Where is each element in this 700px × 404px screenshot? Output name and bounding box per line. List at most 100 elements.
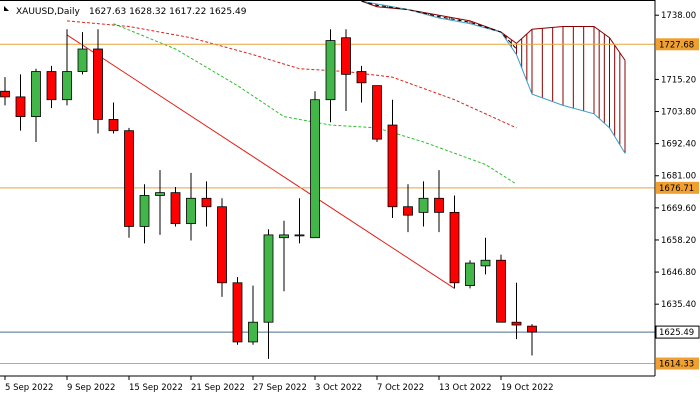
price-labels: 1727.68 1676.71 1614.33 1625.49: [655, 38, 700, 370]
candle-body: [263, 234, 274, 323]
time-axis-background: [0, 376, 700, 400]
candle: [418, 181, 429, 227]
candle-body: [480, 259, 491, 267]
candle-body: [341, 37, 351, 75]
candle-body: [155, 192, 165, 196]
candle: [124, 127, 134, 238]
candle-body: [310, 99, 320, 239]
header-arrow-icon: [4, 6, 9, 11]
y-tick-label: 1715.20: [661, 75, 696, 85]
trendline[interactable]: [66, 34, 455, 289]
time-axis: 5 Sep 2022 9 Sep 2022 15 Sep 2022 21 Sep 20…: [4, 376, 554, 393]
candle: [217, 198, 227, 297]
candle: [372, 85, 382, 142]
level-price-label: 1727.68: [659, 40, 694, 50]
x-tick-label: 19 Oct 2022: [501, 383, 554, 393]
candle: [263, 229, 274, 359]
candle-body: [372, 85, 382, 140]
ma-green-line: [113, 23, 517, 185]
candles: [0, 29, 537, 359]
candle-body: [279, 234, 289, 239]
candle-body: [217, 206, 227, 284]
candle: [155, 170, 165, 235]
moving-averages: [66, 20, 517, 185]
candle: [403, 184, 413, 233]
candle: [248, 285, 258, 345]
candle-body: [356, 71, 367, 84]
candle: [186, 172, 196, 241]
candle: [527, 324, 537, 356]
candle-body: [0, 90, 10, 98]
candle: [93, 29, 103, 134]
candle-body: [15, 96, 26, 118]
candle-body: [201, 197, 212, 208]
level-price-tag: [656, 38, 699, 51]
candle-body: [46, 71, 57, 101]
candle-body: [77, 48, 88, 72]
candle-body: [449, 211, 460, 284]
y-tick-label: 1703.80: [661, 108, 696, 118]
price-axis: 1738.00 1715.20 1703.80 1692.40 1681.00 1669.…: [655, 11, 696, 310]
candle-body: [527, 325, 537, 333]
candle: [77, 32, 88, 75]
chart-header: XAUUSD,Daily 1627.63 1628.32 1617.22 162…: [4, 6, 247, 17]
ma-red-line: [66, 20, 517, 129]
candle: [0, 77, 10, 106]
candle-body: [434, 197, 444, 213]
candle-body: [465, 262, 475, 286]
candle: [139, 184, 150, 244]
level-price-label: 1614.33: [659, 360, 694, 370]
y-tick-label: 1738.00: [661, 11, 696, 21]
x-tick-label: 21 Sep 2022: [191, 383, 245, 393]
ichimoku-cloud: [361, 0, 626, 154]
candle: [108, 102, 119, 134]
chart-frame: [0, 0, 656, 377]
level-price-tag: [656, 357, 699, 370]
candle-body: [31, 71, 41, 118]
level-price-tag: [656, 181, 699, 194]
candle: [170, 187, 181, 227]
candle-body: [248, 321, 258, 343]
candle: [480, 237, 491, 275]
candle: [325, 29, 336, 123]
x-tick-label: 13 Oct 2022: [439, 383, 492, 393]
candle: [434, 170, 444, 233]
x-tick-label: 5 Sep 2022: [5, 383, 53, 393]
candle-body: [170, 192, 181, 225]
candle: [294, 198, 305, 244]
price-axis-background: [655, 0, 700, 400]
candle-body: [325, 40, 336, 101]
candle: [511, 282, 522, 340]
y-tick-label: 1692.40: [661, 140, 696, 150]
current-price-tag: [655, 325, 700, 339]
candle: [356, 65, 367, 103]
x-tick-label: 7 Oct 2022: [377, 383, 424, 393]
candle: [465, 260, 475, 289]
candle: [279, 220, 289, 292]
cloud-dashed-line: [361, 0, 517, 50]
y-tick-label: 1646.80: [661, 268, 696, 278]
level-price-label: 1676.71: [659, 184, 694, 194]
candle-body: [418, 197, 429, 213]
x-tick-label: 9 Sep 2022: [67, 383, 115, 393]
candle-body: [62, 71, 72, 101]
candle-body: [139, 195, 150, 227]
chart-ohlc: 1627.63 1628.32 1617.22 1625.49: [89, 7, 247, 17]
candle-body: [403, 206, 413, 216]
candle: [201, 181, 212, 227]
candle-body: [496, 259, 506, 323]
candle: [387, 99, 398, 218]
candle-body: [294, 234, 305, 237]
x-tick-label: 3 Oct 2022: [315, 383, 362, 393]
y-tick-label: 1669.60: [661, 204, 696, 214]
candle-body: [108, 119, 119, 132]
candle: [341, 29, 351, 111]
candle: [15, 74, 26, 131]
candle: [62, 29, 72, 106]
candle-body: [124, 130, 134, 227]
chart-symbol: XAUUSD,Daily: [16, 7, 80, 17]
x-tick-label: 27 Sep 2022: [253, 383, 307, 393]
candle-body: [232, 282, 243, 343]
